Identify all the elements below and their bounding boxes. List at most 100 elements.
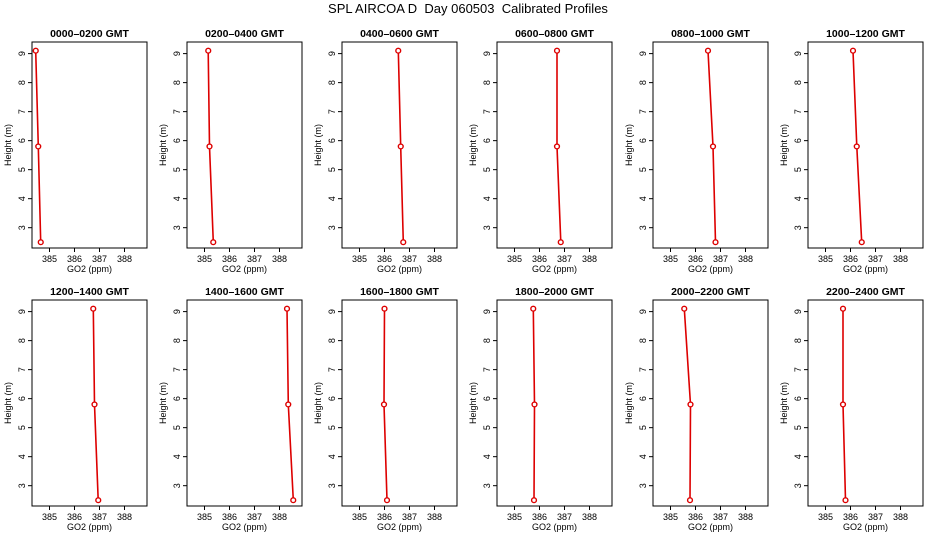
y-tick-label: 6 (172, 138, 182, 143)
panel-2: 0200–0400 GMT 385 386 387 388 GO2 (ppm) 3 4 5 6 7 8… (158, 28, 303, 274)
x-axis-label: GO2 (ppm) (532, 264, 577, 274)
panel-title: 0600–0800 GMT (515, 28, 594, 40)
plot-frame (31, 41, 148, 249)
y-tick-label: 5 (482, 167, 492, 172)
x-tick-label: 385 (197, 254, 212, 264)
plot-frame (186, 299, 303, 507)
data-point (395, 47, 402, 54)
y-tick-label: 6 (638, 396, 648, 401)
x-tick-label: 386 (67, 254, 82, 264)
data-point (704, 47, 712, 54)
panel-title: 2000–2200 GMT (671, 286, 750, 298)
y-tick-label: 3 (172, 483, 182, 488)
y-tick-label: 9 (17, 309, 27, 314)
x-tick-label: 388 (272, 254, 287, 264)
y-tick-label: 9 (327, 51, 337, 56)
x-axis-label: GO2 (ppm) (67, 522, 112, 532)
y-tick-label: 4 (327, 196, 337, 201)
y-tick-label: 8 (327, 338, 337, 343)
y-tick-label: 3 (172, 225, 182, 230)
y-tick-label: 8 (482, 338, 492, 343)
data-point (842, 497, 849, 504)
x-axis-label: GO2 (ppm) (688, 522, 733, 532)
data-point (531, 401, 538, 408)
x-tick-label: 388 (117, 512, 132, 522)
data-point (853, 143, 860, 150)
y-tick-label: 5 (327, 425, 337, 430)
x-tick-label: 386 (843, 254, 858, 264)
data-point (37, 239, 44, 246)
y-tick-label: 8 (638, 80, 648, 85)
y-tick-label: 4 (482, 196, 492, 201)
panel-title: 1600–1800 GMT (360, 286, 439, 298)
data-point (400, 239, 407, 246)
y-tick-label: 3 (638, 225, 648, 230)
plot-frame (807, 299, 924, 507)
data-point (285, 401, 292, 408)
panel-5: 0800–1000 GMT 385 386 387 388 GO2 (ppm) 3 4 5 6 7 8… (624, 28, 769, 274)
data-point (35, 143, 42, 150)
data-point (283, 305, 291, 312)
x-tick-label: 385 (818, 512, 833, 522)
x-axis-label: GO2 (ppm) (377, 264, 422, 274)
panel-title: 1000–1200 GMT (826, 28, 905, 40)
y-tick-label: 8 (17, 80, 27, 85)
y-tick-label: 4 (17, 196, 27, 201)
y-axis-label: Height (m) (3, 124, 13, 166)
x-tick-label: 385 (352, 254, 367, 264)
y-tick-label: 4 (793, 196, 803, 201)
y-tick-label: 7 (172, 109, 182, 114)
data-point (687, 401, 694, 408)
panel-4: 0600–0800 GMT 385 386 387 388 GO2 (ppm) 3 4 5 6 7 8… (468, 28, 613, 274)
x-tick-label: 388 (893, 254, 908, 264)
plot-frame (31, 299, 148, 507)
x-tick-label: 387 (868, 254, 883, 264)
x-tick-label: 386 (532, 512, 547, 522)
y-tick-label: 6 (17, 396, 27, 401)
data-point (205, 47, 212, 54)
y-axis-label: Height (m) (3, 382, 13, 424)
plot-frame (652, 299, 769, 507)
y-axis-label: Height (m) (779, 124, 789, 166)
data-point (839, 305, 847, 312)
y-tick-label: 8 (638, 338, 648, 343)
x-tick-label: 387 (557, 254, 572, 264)
x-axis-label: GO2 (ppm) (377, 522, 422, 532)
y-tick-label: 3 (482, 483, 492, 488)
plot-frame (807, 41, 924, 249)
y-tick-label: 6 (327, 396, 337, 401)
y-tick-label: 6 (482, 138, 492, 143)
y-tick-label: 8 (482, 80, 492, 85)
x-tick-label: 388 (582, 254, 597, 264)
panel-title: 0800–1000 GMT (671, 28, 750, 40)
panel-7: 1200–1400 GMT 385 386 387 388 GO2 (ppm) 3 4 5 6 7 8… (3, 286, 148, 532)
data-point (553, 143, 561, 150)
x-axis-label: GO2 (ppm) (843, 264, 888, 274)
y-tick-label: 8 (172, 338, 182, 343)
x-tick-label: 386 (377, 512, 392, 522)
y-tick-label: 9 (327, 309, 337, 314)
y-tick-label: 7 (327, 367, 337, 372)
y-tick-label: 7 (17, 109, 27, 114)
x-tick-label: 387 (247, 254, 262, 264)
y-tick-label: 7 (482, 109, 492, 114)
y-tick-label: 9 (172, 309, 182, 314)
y-tick-label: 3 (327, 483, 337, 488)
y-tick-label: 5 (793, 167, 803, 172)
y-tick-label: 6 (638, 138, 648, 143)
y-tick-label: 7 (793, 367, 803, 372)
data-point (849, 47, 857, 54)
x-tick-label: 385 (352, 512, 367, 522)
y-tick-label: 3 (793, 225, 803, 230)
x-tick-label: 388 (427, 254, 442, 264)
x-tick-label: 387 (92, 512, 107, 522)
y-tick-label: 4 (638, 454, 648, 459)
x-tick-label: 386 (688, 512, 703, 522)
x-axis-label: GO2 (ppm) (222, 522, 267, 532)
y-tick-label: 4 (172, 454, 182, 459)
panel-11: 2000–2200 GMT 385 386 387 388 GO2 (ppm) 3 4 5 6 7 8… (624, 286, 769, 532)
y-axis-label: Height (m) (468, 382, 478, 424)
x-tick-label: 385 (507, 512, 522, 522)
y-tick-label: 9 (793, 309, 803, 314)
